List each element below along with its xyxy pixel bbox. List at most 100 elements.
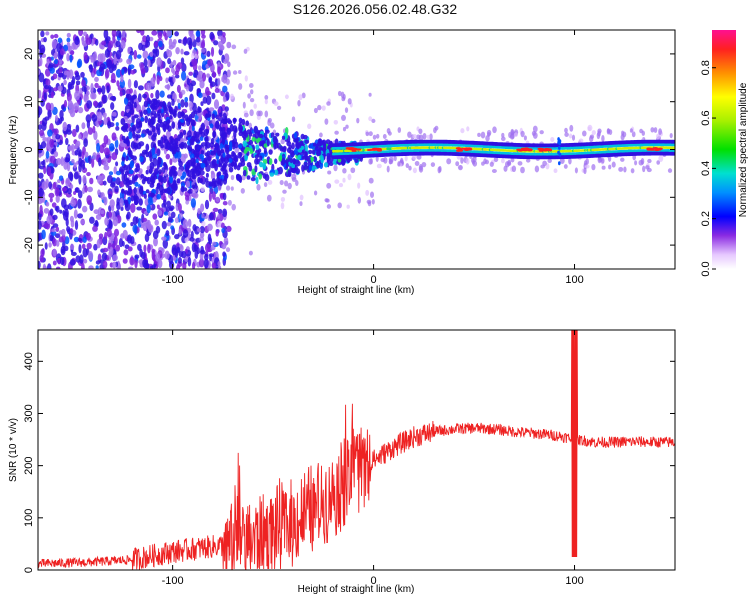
heatmap-cell bbox=[43, 91, 47, 100]
heatmap-cell bbox=[371, 198, 375, 205]
heatmap-cell bbox=[174, 70, 179, 76]
heatmap-cell bbox=[126, 139, 131, 147]
heatmap-cell bbox=[165, 153, 171, 160]
heatmap-cell bbox=[77, 237, 83, 242]
heatmap-cell bbox=[91, 114, 98, 122]
heatmap-cell bbox=[220, 149, 225, 154]
heatmap-cell bbox=[73, 236, 80, 243]
heatmap-cell bbox=[225, 91, 230, 101]
heatmap-cell bbox=[212, 71, 217, 79]
heatmap-cell bbox=[180, 48, 184, 55]
heatmap-cell bbox=[69, 258, 76, 266]
heatmap-cell bbox=[143, 244, 147, 253]
heatmap-cell bbox=[151, 30, 158, 36]
heatmap-cell bbox=[131, 131, 136, 139]
heatmap-cell bbox=[205, 141, 211, 149]
heatmap-cell bbox=[208, 107, 215, 112]
heatmap-cell bbox=[210, 46, 215, 57]
heatmap-cell bbox=[204, 135, 209, 142]
heatmap-cell bbox=[55, 133, 61, 140]
heatmap-cell bbox=[186, 37, 193, 46]
heatmap-cell bbox=[54, 114, 59, 122]
heatmap-cell bbox=[143, 263, 150, 269]
heatmap-cell bbox=[177, 256, 182, 264]
heatmap-cell bbox=[75, 71, 80, 78]
heatmap-cell bbox=[57, 37, 63, 44]
heatmap-cell bbox=[63, 99, 68, 108]
heatmap-cell bbox=[91, 52, 97, 62]
heatmap-cell bbox=[174, 143, 179, 150]
heatmap-cell bbox=[93, 209, 100, 215]
heatmap-cell bbox=[53, 33, 59, 39]
heatmap-cell bbox=[52, 181, 57, 190]
heatmap-cell bbox=[397, 127, 402, 133]
heatmap-cell bbox=[631, 131, 636, 138]
heatmap-cell bbox=[222, 96, 227, 103]
heatmap-cell bbox=[152, 230, 159, 240]
heatmap-cell bbox=[200, 162, 206, 169]
heatmap-cell bbox=[121, 188, 125, 194]
heatmap-cell bbox=[219, 143, 224, 150]
heatmap-cell bbox=[238, 144, 243, 149]
heatmap-cell bbox=[50, 56, 54, 61]
heatmap-cell bbox=[369, 191, 375, 198]
heatmap-cell bbox=[143, 193, 147, 199]
heatmap-cell bbox=[313, 190, 318, 196]
heatmap-cell bbox=[317, 104, 322, 111]
heatmap-cell bbox=[81, 122, 86, 130]
heatmap-cell bbox=[211, 241, 217, 246]
heatmap-cell bbox=[199, 127, 203, 135]
heatmap-cell bbox=[168, 105, 172, 113]
heatmap-cell bbox=[113, 235, 118, 246]
colorbar-gradient bbox=[712, 30, 736, 269]
heatmap-cell bbox=[258, 133, 264, 139]
heatmap-cell bbox=[48, 181, 53, 190]
heatmap-cell bbox=[221, 227, 225, 234]
heatmap-cell bbox=[505, 161, 510, 168]
heatmap-cell bbox=[601, 135, 605, 142]
heatmap-cell bbox=[182, 36, 188, 46]
heatmap-cell bbox=[199, 153, 205, 160]
heatmap-cell bbox=[422, 132, 427, 140]
heatmap-cell bbox=[49, 197, 53, 203]
heatmap-cell bbox=[500, 136, 506, 142]
heatmap-cell bbox=[94, 82, 99, 89]
heatmap-cell bbox=[200, 150, 205, 155]
heatmap-cell bbox=[51, 230, 57, 236]
heatmap-cell bbox=[203, 119, 210, 127]
heatmap-cell bbox=[169, 205, 175, 211]
heatmap-cell bbox=[182, 187, 188, 192]
heatmap-cell bbox=[49, 234, 54, 242]
heatmap-cell bbox=[98, 66, 104, 72]
heatmap-cell bbox=[139, 155, 144, 163]
heatmap-cell bbox=[199, 79, 205, 89]
heatmap-cell bbox=[161, 236, 167, 241]
heatmap-cell bbox=[264, 95, 269, 100]
heatmap-cell bbox=[214, 143, 220, 149]
heatmap-cell bbox=[216, 151, 222, 156]
heatmap-cell bbox=[208, 212, 214, 221]
heatmap-cell bbox=[209, 31, 215, 41]
heatmap-cell bbox=[54, 58, 58, 65]
heatmap-cell bbox=[67, 145, 74, 151]
heatmap-cell bbox=[316, 149, 322, 157]
heatmap-cell bbox=[145, 189, 150, 194]
heatmap-cell bbox=[542, 160, 547, 167]
heatmap-cell bbox=[115, 126, 120, 131]
heatmap-cell bbox=[88, 155, 92, 165]
heatmap-cell bbox=[477, 132, 481, 138]
heatmap-cell bbox=[197, 228, 201, 233]
heatmap-cell bbox=[66, 162, 71, 172]
heatmap-cell bbox=[217, 30, 223, 37]
heatmap-cell bbox=[151, 98, 156, 104]
heatmap-cell bbox=[108, 211, 113, 218]
heatmap-cell bbox=[209, 123, 214, 129]
heatmap-cell bbox=[111, 30, 117, 38]
heatmap-cell bbox=[149, 197, 153, 204]
heatmap-cell bbox=[371, 118, 376, 124]
heatmap-cell bbox=[39, 204, 43, 215]
heatmap-cell bbox=[228, 166, 234, 173]
heatmap-cell bbox=[103, 196, 108, 206]
heatmap-cell bbox=[82, 131, 89, 137]
heatmap-cell bbox=[115, 177, 121, 186]
